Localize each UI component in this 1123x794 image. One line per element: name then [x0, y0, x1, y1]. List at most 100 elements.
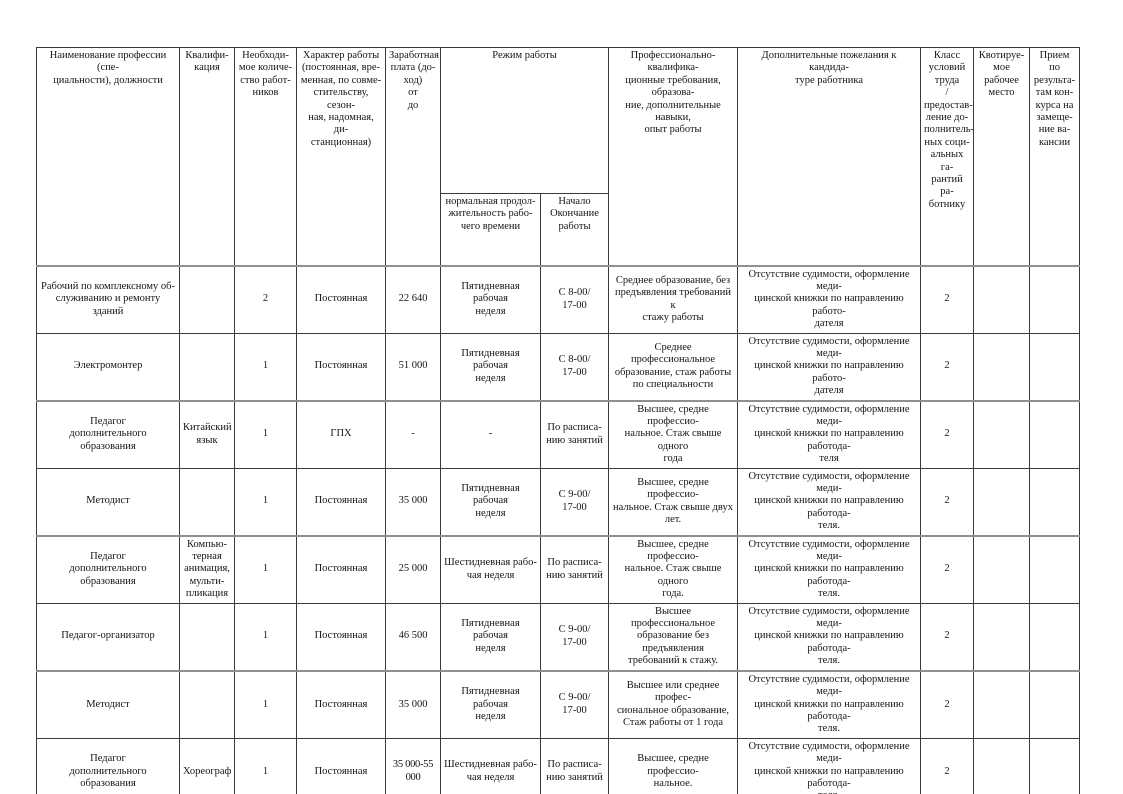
cell-schedule: Шестидневная рабо- чая неделя	[440, 737, 541, 794]
cell-quota	[973, 602, 1031, 672]
cell-schedule: Пятидневная рабочая неделя	[440, 332, 541, 402]
cell-work-type: Постоянная	[296, 534, 386, 604]
cell-requirements: Высшее, средне профессио- нальное.	[608, 737, 739, 794]
cell-count: 2	[234, 264, 297, 334]
cell-work-class: 2	[920, 602, 975, 672]
cell-schedule: -	[440, 399, 541, 469]
cell-profession: Методист	[36, 669, 180, 739]
cell-count: 1	[234, 467, 297, 537]
cell-wishes: Отсутствие судимости, оформление меди- ц…	[737, 534, 922, 604]
cell-salary: 46 500	[385, 602, 441, 672]
table-row: Электромонтер 1 Постоянная 51 000 Пятидн…	[36, 332, 1081, 402]
cell-competition	[1029, 399, 1081, 469]
cell-count: 1	[234, 737, 297, 794]
cell-hours: По расписа- нию занятий	[539, 737, 610, 794]
cell-work-type: Постоянная	[296, 332, 386, 402]
cell-hours: С 8-00/ 17-00	[539, 264, 610, 334]
cell-work-type: ГПХ	[296, 399, 386, 469]
header-schedule-normal: нормальная продол- жительность рабо- чег…	[440, 193, 541, 266]
header-salary: Заработная плата (до- ход) от до	[385, 47, 441, 266]
cell-qualification	[179, 669, 235, 739]
cell-profession: Методист	[36, 467, 180, 537]
cell-competition	[1029, 669, 1081, 739]
table-row: Педагог дополнительного образования Комп…	[36, 534, 1081, 604]
header-quota: Квотируе- мое рабочее место	[973, 47, 1031, 266]
cell-wishes: Отсутствие судимости, оформление меди- ц…	[737, 737, 922, 794]
cell-work-type: Постоянная	[296, 737, 386, 794]
cell-quota	[973, 669, 1031, 739]
cell-wishes: Отсутствие судимости, оформление меди- ц…	[737, 264, 922, 334]
cell-work-class: 2	[920, 534, 975, 604]
table-row: Педагог-организатор 1 Постоянная 46 500 …	[36, 602, 1081, 672]
cell-hours: С 8-00/ 17-00	[539, 332, 610, 402]
cell-requirements: Высшее или среднее профес- сиональное об…	[608, 669, 739, 739]
cell-hours: С 9-00/ 17-00	[539, 669, 610, 739]
cell-salary: 22 640	[385, 264, 441, 334]
header-count: Необходи- мое количе- ство работ- ников	[234, 47, 297, 266]
cell-salary: 35 000	[385, 467, 441, 537]
cell-work-class: 2	[920, 264, 975, 334]
table-header: Наименование профессии (спе- циальности)…	[36, 47, 1081, 266]
cell-qualification: Компью- терная анимация, мульти- пликаци…	[179, 534, 235, 604]
cell-profession: Педагог дополнительного образования	[36, 737, 180, 794]
cell-hours: По расписа- нию занятий	[539, 534, 610, 604]
cell-count: 1	[234, 399, 297, 469]
cell-competition	[1029, 332, 1081, 402]
cell-wishes: Отсутствие судимости, оформление меди- ц…	[737, 332, 922, 402]
cell-work-type: Постоянная	[296, 602, 386, 672]
cell-schedule: Пятидневная рабочая неделя	[440, 669, 541, 739]
cell-work-type: Постоянная	[296, 264, 386, 334]
cell-work-class: 2	[920, 399, 975, 469]
cell-hours: По расписа- нию занятий	[539, 399, 610, 469]
cell-work-class: 2	[920, 467, 975, 537]
cell-wishes: Отсутствие судимости, оформление меди- ц…	[737, 669, 922, 739]
cell-profession: Педагог дополнительного образования	[36, 399, 180, 469]
cell-requirements: Высшее, средне профессио- нальное. Стаж …	[608, 534, 739, 604]
table-row: Педагог дополнительного образования Кита…	[36, 399, 1081, 469]
header-profession: Наименование профессии (спе- циальности)…	[36, 47, 180, 266]
cell-competition	[1029, 467, 1081, 537]
cell-count: 1	[234, 332, 297, 402]
cell-qualification	[179, 602, 235, 672]
cell-schedule: Пятидневная рабочая неделя	[440, 264, 541, 334]
cell-count: 1	[234, 669, 297, 739]
cell-schedule: Пятидневная рабочая неделя	[440, 602, 541, 672]
table-row: Рабочий по комплексному об- служиванию и…	[36, 264, 1081, 334]
cell-schedule: Шестидневная рабо- чая неделя	[440, 534, 541, 604]
cell-requirements: Высшее, средне профессио- нальное. Стаж …	[608, 399, 739, 469]
vacancy-table: Наименование профессии (спе- циальности)…	[36, 47, 1081, 794]
cell-quota	[973, 264, 1031, 334]
cell-profession: Педагог дополнительного образования	[36, 534, 180, 604]
cell-requirements: Среднее образование, без предъявления тр…	[608, 264, 739, 334]
cell-work-class: 2	[920, 669, 975, 739]
cell-competition	[1029, 737, 1081, 794]
cell-quota	[973, 737, 1031, 794]
cell-work-type: Постоянная	[296, 467, 386, 537]
cell-profession: Электромонтер	[36, 332, 180, 402]
cell-qualification: Китайский язык	[179, 399, 235, 469]
cell-schedule: Пятидневная рабочая неделя	[440, 467, 541, 537]
cell-qualification: Хореограф	[179, 737, 235, 794]
cell-qualification	[179, 264, 235, 334]
cell-wishes: Отсутствие судимости, оформление меди- ц…	[737, 467, 922, 537]
cell-salary: 35 000-55 000	[385, 737, 441, 794]
cell-hours: С 9-00/ 17-00	[539, 467, 610, 537]
cell-quota	[973, 534, 1031, 604]
header-work-type: Характер работы (постоянная, вре- менная…	[296, 47, 386, 266]
cell-work-class: 2	[920, 332, 975, 402]
cell-requirements: Среднее профессиональное образование, ст…	[608, 332, 739, 402]
header-schedule-hours: Начало Окончание работы	[539, 193, 610, 266]
cell-quota	[973, 399, 1031, 469]
cell-salary: 25 000	[385, 534, 441, 604]
cell-requirements: Высшее профессиональное образование без …	[608, 602, 739, 672]
header-requirements: Профессионально-квалифика- ционные требо…	[608, 47, 739, 266]
table-row: Педагог дополнительного образования Хоре…	[36, 737, 1081, 794]
cell-competition	[1029, 264, 1081, 334]
cell-quota	[973, 332, 1031, 402]
cell-quota	[973, 467, 1031, 537]
cell-wishes: Отсутствие судимости, оформление меди- ц…	[737, 602, 922, 672]
cell-salary: 51 000	[385, 332, 441, 402]
table-row: Методист 1 Постоянная 35 000 Пятидневная…	[36, 669, 1081, 739]
cell-wishes: Отсутствие судимости, оформление меди- ц…	[737, 399, 922, 469]
